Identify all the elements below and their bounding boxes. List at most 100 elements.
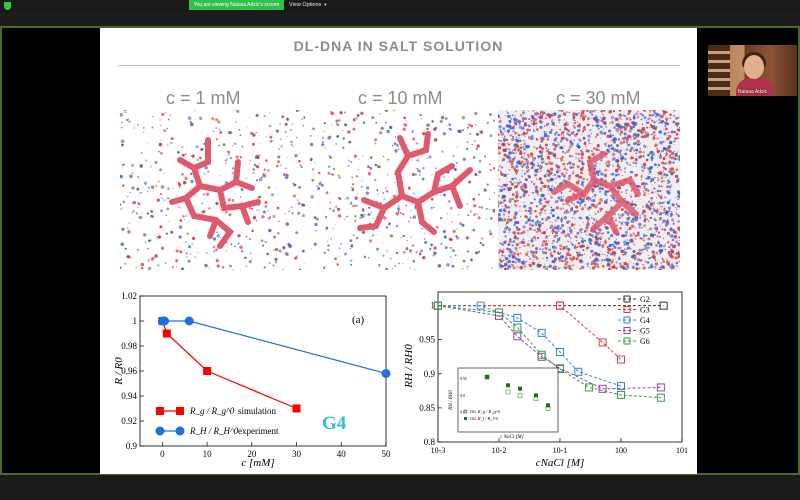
ion-particle xyxy=(411,137,416,141)
ion-particle xyxy=(505,224,507,226)
ion-particle xyxy=(323,140,325,142)
ion-particle xyxy=(653,231,655,233)
ion-particle xyxy=(604,223,606,226)
ion-particle xyxy=(148,239,151,242)
ion-particle xyxy=(184,176,188,181)
ion-particle xyxy=(659,140,663,145)
ion-particle xyxy=(216,264,220,268)
ion-particle xyxy=(650,159,653,162)
ion-particle xyxy=(478,250,481,253)
ion-particle xyxy=(248,168,250,170)
ion-particle xyxy=(145,159,148,162)
ion-particle xyxy=(593,230,597,234)
security-shield-icon[interactable] xyxy=(4,2,11,10)
ion-particle xyxy=(667,137,670,140)
ion-particle xyxy=(606,245,609,249)
ion-particle xyxy=(538,212,542,215)
inset-y-tick-label: 0.95 xyxy=(460,376,467,381)
view-options-button[interactable]: View Options ▼ xyxy=(289,0,327,10)
ion-particle xyxy=(524,117,528,121)
ion-particle xyxy=(516,198,518,200)
ion-particle xyxy=(637,234,639,237)
ion-particle xyxy=(532,235,537,240)
ion-particle xyxy=(644,145,646,147)
ion-particle xyxy=(285,252,289,256)
ion-particle xyxy=(488,163,491,166)
ion-particle xyxy=(551,128,553,131)
ion-particle xyxy=(598,228,602,232)
ion-particle xyxy=(527,218,531,222)
ion-particle xyxy=(291,212,294,215)
ion-particle xyxy=(562,174,567,178)
ion-particle xyxy=(535,125,537,128)
ion-particle xyxy=(545,163,548,166)
ion-particle xyxy=(253,163,257,167)
ion-particle xyxy=(558,230,560,233)
ion-particle xyxy=(599,198,603,202)
ion-particle xyxy=(544,251,548,255)
ion-particle xyxy=(508,254,512,258)
ion-particle xyxy=(666,185,670,189)
ion-particle xyxy=(557,165,561,169)
ion-particle xyxy=(402,263,404,265)
ion-particle xyxy=(539,261,541,263)
ion-particle xyxy=(669,215,672,217)
ion-particle xyxy=(189,253,192,256)
ion-particle xyxy=(551,252,553,253)
ion-particle xyxy=(540,181,543,185)
ion-particle xyxy=(410,159,413,161)
ion-particle xyxy=(195,145,199,149)
ion-particle xyxy=(547,185,550,188)
ion-particle xyxy=(656,177,658,179)
ion-particle xyxy=(665,153,668,156)
ion-particle xyxy=(177,241,178,243)
ion-particle xyxy=(480,237,484,240)
ion-particle xyxy=(158,142,162,146)
ion-particle xyxy=(428,155,432,159)
ion-particle xyxy=(382,192,385,194)
ion-particle xyxy=(622,133,624,135)
ion-particle xyxy=(484,155,486,157)
ion-particle xyxy=(408,220,411,223)
ion-particle xyxy=(593,184,598,189)
ion-particle xyxy=(514,155,516,158)
ion-particle xyxy=(664,228,666,230)
ion-particle xyxy=(566,149,570,154)
ion-particle xyxy=(231,198,235,202)
ion-particle xyxy=(545,240,548,243)
ion-particle xyxy=(587,134,591,138)
ion-particle xyxy=(635,238,637,240)
ion-particle xyxy=(335,142,338,145)
ion-particle xyxy=(648,266,650,269)
ion-particle xyxy=(589,242,592,245)
ion-particle xyxy=(595,148,599,151)
ion-particle xyxy=(402,127,406,131)
ion-particle xyxy=(543,197,546,200)
ion-particle xyxy=(678,239,680,241)
ion-particle xyxy=(624,227,626,229)
ion-particle xyxy=(466,141,469,144)
ion-particle xyxy=(660,262,663,264)
ion-particle xyxy=(583,141,587,145)
ion-particle xyxy=(514,132,517,135)
ion-particle xyxy=(522,111,526,115)
ion-particle xyxy=(286,118,289,121)
ion-particle xyxy=(498,185,500,187)
ion-particle xyxy=(541,154,544,157)
ion-particle xyxy=(654,226,659,231)
inset-data-point xyxy=(485,375,490,379)
ion-particle xyxy=(216,138,218,141)
ion-particle xyxy=(265,115,267,116)
data-point xyxy=(292,404,301,413)
ion-particle xyxy=(617,123,620,126)
ion-particle xyxy=(418,170,421,173)
ion-particle xyxy=(567,264,572,269)
ion-particle xyxy=(452,229,456,234)
ion-particle xyxy=(146,143,148,145)
ion-particle xyxy=(559,252,562,254)
ion-particle xyxy=(527,155,531,159)
participant-video-tile[interactable]: Natasa Adzic xyxy=(708,45,797,96)
ion-particle xyxy=(395,213,397,215)
ion-particle xyxy=(631,217,634,221)
ion-particle xyxy=(303,116,305,119)
